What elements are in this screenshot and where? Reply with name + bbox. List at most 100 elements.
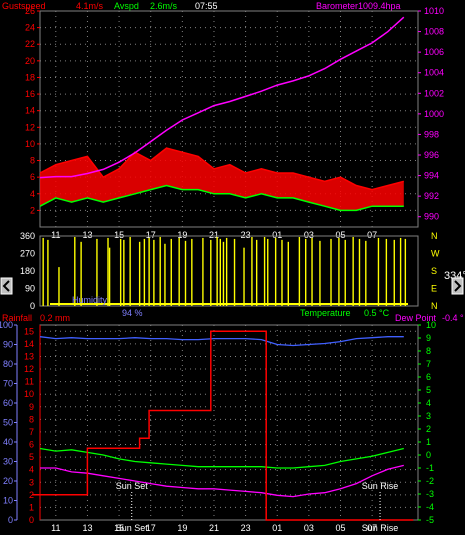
y2-tick-label: 1004 bbox=[424, 68, 444, 78]
humidity-value: 94 % bbox=[122, 308, 143, 318]
temperature-value: 0.5 °C bbox=[364, 308, 390, 318]
y2-tick-label: 1006 bbox=[424, 47, 444, 57]
x-tick-label: 01 bbox=[272, 230, 282, 240]
y-tick-label: 180 bbox=[20, 266, 35, 276]
y-tick-label: 2 bbox=[30, 205, 35, 215]
y2-tick-label: 2 bbox=[426, 424, 431, 434]
y-tick-label: 30 bbox=[3, 457, 13, 467]
y-tick-label: 20 bbox=[3, 476, 13, 486]
scroll-right-button[interactable] bbox=[451, 277, 464, 295]
x-tick-label: 21 bbox=[209, 230, 219, 240]
x-tick-label: 17 bbox=[146, 523, 156, 533]
scroll-left-button[interactable] bbox=[0, 277, 13, 295]
y-tick-label: 60 bbox=[3, 398, 13, 408]
rain-tick-label: 1 bbox=[29, 502, 34, 512]
y2-tick-label: 998 bbox=[424, 129, 439, 139]
y-tick-label: 12 bbox=[25, 122, 35, 132]
rain-tick-label: 8 bbox=[29, 414, 34, 424]
rain-tick-label: 6 bbox=[29, 440, 34, 450]
rain-series bbox=[32, 330, 414, 521]
rain-tick-label: 9 bbox=[29, 402, 34, 412]
rainfall-value: 0.2 mm bbox=[40, 313, 70, 323]
humidity-label: Humidity bbox=[72, 295, 108, 305]
y-tick-label: 10 bbox=[3, 496, 13, 506]
x-tick-label: 21 bbox=[209, 523, 219, 533]
x-tick-label: 15 bbox=[114, 230, 124, 240]
y2-tick-label: -5 bbox=[426, 515, 434, 525]
avg-label: Avspd bbox=[114, 1, 139, 11]
gust-series bbox=[39, 147, 404, 191]
y2-tick-label: 7 bbox=[426, 359, 431, 369]
x-tick-label: 15 bbox=[114, 523, 124, 533]
rain-tick-label: 10 bbox=[24, 389, 34, 399]
top-chart-y2-axis: 990 992 994 996 998 1000 1002 1004 1006 1008 1010 bbox=[418, 6, 444, 222]
y2-tick-label: 1008 bbox=[424, 27, 444, 37]
sun-markers: Sun Set Sun Set Sun Rise Sun Rise bbox=[116, 481, 399, 533]
y2-tick-label: 1002 bbox=[424, 88, 444, 98]
y2-tick-label: -2 bbox=[426, 476, 434, 486]
x-tick-label: 05 bbox=[335, 230, 345, 240]
y-tick-label: 80 bbox=[3, 359, 13, 369]
y2-tick-label: 996 bbox=[424, 150, 439, 160]
x-tick-label: 11 bbox=[51, 523, 60, 533]
y2-tick-label: 10 bbox=[426, 320, 436, 330]
x-tick-label: 19 bbox=[177, 230, 187, 240]
x-tick-label: 05 bbox=[335, 523, 345, 533]
barometer-series bbox=[39, 16, 405, 179]
rain-tick-label: 13 bbox=[24, 351, 34, 361]
gust-label: Gustspeed bbox=[2, 1, 46, 11]
y-tick-label: 20 bbox=[25, 56, 35, 66]
chevron-left-icon bbox=[2, 280, 10, 292]
y2-tick-label: -3 bbox=[426, 489, 434, 499]
y2-tick-label: 8 bbox=[426, 346, 431, 356]
dewpoint-value: -0.4 ° bbox=[442, 313, 464, 323]
top-chart-frame bbox=[39, 10, 419, 228]
y2-tick-label: 6 bbox=[426, 372, 431, 382]
rain-tick-label: 3 bbox=[29, 477, 34, 487]
compass-label: N bbox=[431, 301, 438, 311]
y-tick-label: 26 bbox=[25, 6, 35, 16]
rain-tick-label: 12 bbox=[24, 364, 34, 374]
x-tick-label: 01 bbox=[272, 523, 282, 533]
y-tick-label: 0 bbox=[30, 301, 35, 311]
y-tick-label: 22 bbox=[25, 39, 35, 49]
sun-set-axis-label: Sun Set bbox=[116, 523, 149, 533]
y-tick-label: 6 bbox=[30, 172, 35, 182]
y2-tick-label: 9 bbox=[426, 333, 431, 343]
gust-band bbox=[40, 148, 404, 211]
y2-tick-label: -1 bbox=[426, 463, 434, 473]
y2-tick-label: 1010 bbox=[424, 6, 444, 16]
top-chart-x-axis: 11 13 15 17 19 21 23 01 03 05 07 bbox=[51, 230, 377, 240]
y2-tick-label: 4 bbox=[426, 398, 431, 408]
rain-tick-label: 7 bbox=[29, 427, 34, 437]
y-tick-label: 90 bbox=[25, 284, 35, 294]
clock-time: 07:55 bbox=[195, 1, 218, 11]
y-tick-label: 16 bbox=[25, 89, 35, 99]
temperature-label: Temperature bbox=[300, 308, 351, 318]
x-tick-label: 13 bbox=[82, 230, 92, 240]
x-tick-label: 23 bbox=[241, 230, 251, 240]
x-tick-label: 03 bbox=[304, 523, 314, 533]
x-tick-label: 11 bbox=[51, 230, 60, 240]
temperature-y2-axis: -5 -4 -3 -2 -1 0 1 2 3 4 5 6 7 8 9 10 bbox=[418, 320, 436, 525]
y-tick-label: 8 bbox=[30, 156, 35, 166]
baro-label: Barometer bbox=[316, 1, 358, 11]
rain-tick-label: 0 bbox=[29, 515, 34, 525]
x-tick-label: 19 bbox=[177, 523, 187, 533]
rain-tick-label: 5 bbox=[29, 452, 34, 462]
y-tick-label: 4 bbox=[30, 189, 35, 199]
humidity-y-axis: 0 10 20 30 40 50 60 70 80 90 100 bbox=[0, 320, 18, 525]
y2-tick-label: -4 bbox=[426, 502, 434, 512]
y-tick-label: 360 bbox=[20, 231, 35, 241]
chevron-right-icon bbox=[454, 280, 462, 292]
dewpoint-label: Dew Point bbox=[395, 313, 437, 323]
y-tick-label: 14 bbox=[25, 106, 35, 116]
y-tick-label: 18 bbox=[25, 72, 35, 82]
y2-tick-label: 994 bbox=[424, 171, 439, 181]
rain-tick-label: 11 bbox=[25, 377, 34, 387]
y-tick-label: 50 bbox=[3, 418, 13, 428]
y2-tick-label: 3 bbox=[426, 411, 431, 421]
